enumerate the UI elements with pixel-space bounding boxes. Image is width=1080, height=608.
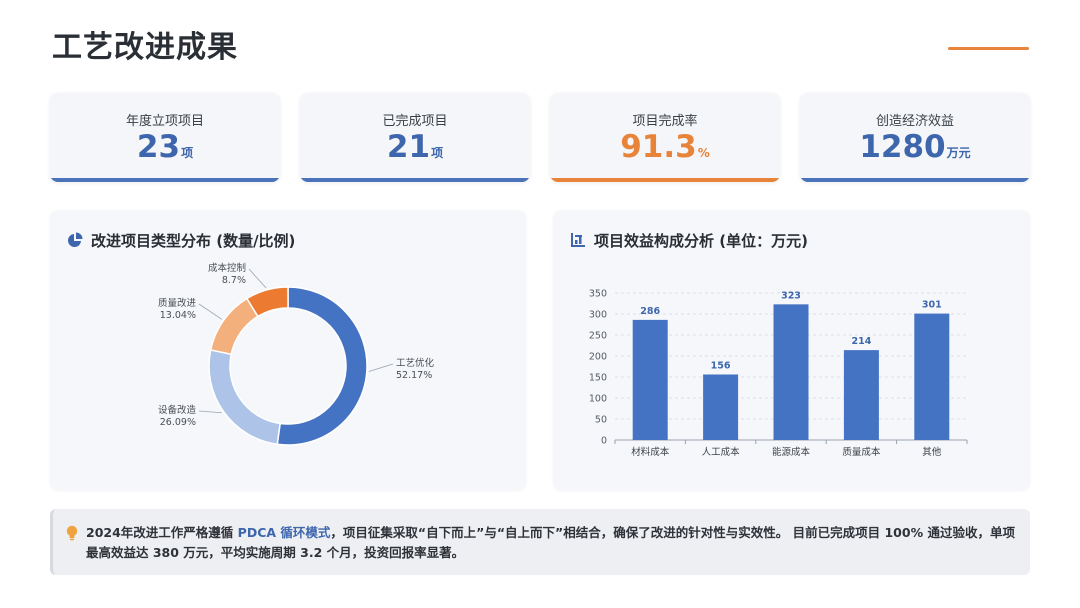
kpi-accent-bar [50,178,280,182]
bar-chart: 0 50 100 150 200 250 300 350 286 材料成本 156 人工成本 323 能源… [589,289,968,458]
y-tick-label: 300 [589,310,607,321]
project-type-panel: 改进项目类型分布 (数量/比例) 工艺优化 52.17% 设备改造 26.09% 质量改… [50,210,526,490]
bar [632,319,668,440]
title-accent-line [948,47,1029,50]
donut-slice-percent: 8.7% [222,275,246,286]
pie-chart-icon [68,232,83,247]
panel-title: 改进项目类型分布 (数量/比例) [91,231,296,250]
donut-slice-label: 工艺优化 [396,357,435,369]
x-tick-label: 能源成本 [772,446,811,458]
bar [773,304,809,440]
bar [914,313,950,440]
y-tick-label: 0 [601,436,607,447]
pdca-highlight: PDCA 循环模式 [237,525,331,540]
donut-slice [208,349,281,446]
kpi-value: 1280万元 [859,129,971,165]
bar-value-label: 286 [640,306,660,317]
donut-slice [245,286,289,318]
panel-header: 改进项目类型分布 (数量/比例) [67,230,295,250]
donut-slice-percent: 26.09% [160,417,196,428]
kpi-unit: 万元 [946,146,971,160]
donut-leader-line [198,410,222,414]
kpi-card-economic-benefit: 创造经济效益 1280万元 [800,93,1030,182]
panel-title: 项目效益构成分析 (单位：万元) [594,231,808,250]
donut-leader-line [248,268,267,289]
kpi-value: 21项 [386,129,444,165]
bar-value-label: 156 [711,360,731,371]
kpi-unit: 项 [181,146,194,160]
bar-value-label: 323 [781,290,801,301]
kpi-card-projects-initiated: 年度立项项目 23项 [50,93,280,182]
kpi-unit: % [697,146,710,160]
kpi-card-projects-completed: 已完成项目 21项 [300,93,530,182]
page-title: 工艺改进成果 [52,30,238,65]
y-tick-label: 100 [589,394,607,405]
y-tick-label: 350 [589,289,607,300]
donut-leader-line [198,303,223,320]
x-tick-label: 人工成本 [702,446,741,458]
x-tick-label: 材料成本 [631,446,670,458]
lightbulb-icon [66,525,78,541]
kpi-value: 23项 [136,129,194,165]
y-tick-label: 200 [589,352,607,363]
kpi-accent-bar [800,178,1030,182]
bar-value-label: 301 [922,300,942,311]
donut-slice-label: 质量改进 [158,297,197,309]
bar [843,350,879,440]
x-tick-label: 质量成本 [842,446,881,458]
y-tick-label: 150 [589,373,607,384]
donut-slice-percent: 52.17% [396,370,432,381]
kpi-card-completion-rate: 项目完成率 91.3% [550,93,780,182]
summary-text: 2024年改进工作严格遵循 PDCA 循环模式，项目征集采取“自下而上”与“自上… [86,525,1015,560]
kpi-row: 年度立项项目 23项 已完成项目 21项 项目完成率 91.3% 创造经济效益 … [50,93,1030,183]
y-tick-label: 50 [595,415,607,426]
kpi-label: 项目完成率 [632,114,698,129]
kpi-value: 91.3% [620,129,710,165]
y-tick-label: 250 [589,331,607,342]
bar-chart-icon [571,233,585,247]
donut-slice-label: 成本控制 [208,262,246,274]
kpi-label: 已完成项目 [382,114,448,129]
kpi-accent-bar [550,178,780,182]
donut-slice-percent: 13.04% [160,310,196,321]
donut-slice [276,286,368,446]
bar-value-label: 214 [851,336,871,347]
x-tick-label: 其他 [922,446,942,458]
benefit-panel: 项目效益构成分析 (单位：万元) 0 50 100 150 200 250 300 350 28… [553,210,1030,490]
panel-header: 项目效益构成分析 (单位：万元) [570,230,808,250]
kpi-label: 创造经济效益 [875,114,954,129]
kpi-unit: 项 [431,146,444,160]
kpi-label: 年度立项项目 [125,114,204,129]
summary-note: 2024年改进工作严格遵循 PDCA 循环模式，项目征集采取“自下而上”与“自上… [50,509,1030,575]
donut-slice-label: 设备改造 [158,404,197,416]
donut-slice [209,297,259,356]
kpi-accent-bar [300,178,530,182]
donut-leader-line [368,363,394,372]
bar [703,374,739,440]
